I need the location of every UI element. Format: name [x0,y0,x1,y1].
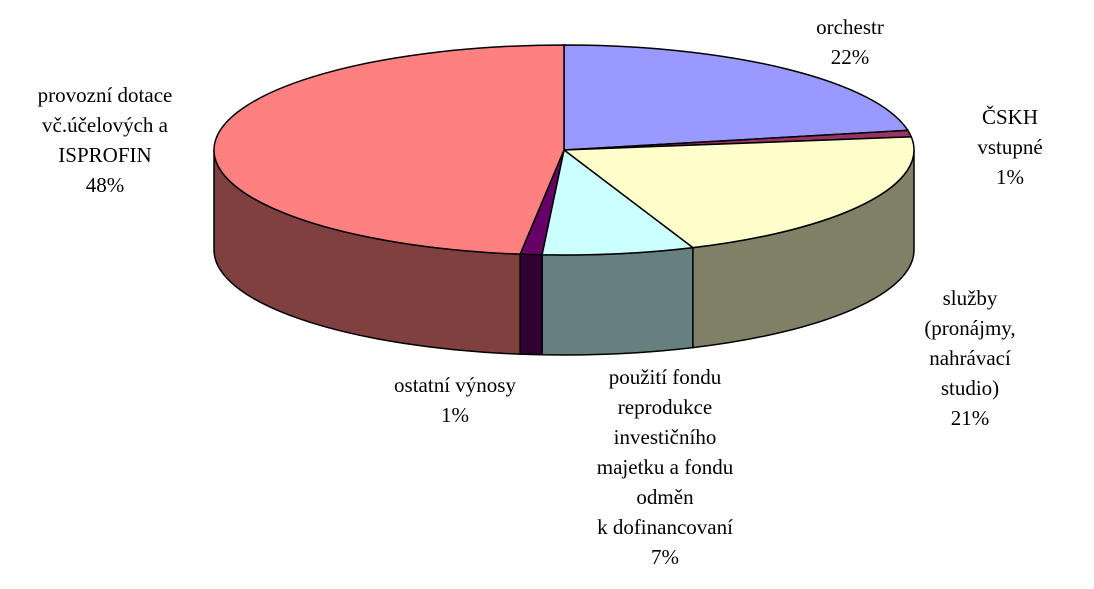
category-label: provozní dotace vč.účelových a ISPROFIN [37,83,173,167]
slice [213,44,565,255]
category-label: orchestr [816,15,884,39]
slice-side [519,253,543,356]
data-label: orchestr 22% [816,12,884,72]
value-label: 48% [85,173,125,197]
slice-side [541,246,694,356]
data-label: ostatní výnosy 1% [394,370,516,430]
category-label: použití fondu reprodukce investičního ma… [596,365,734,539]
value-label: 22% [830,45,870,69]
data-label: ČSKH vstupné 1% [968,102,1052,192]
category-label: ostatní výnosy [394,373,516,397]
data-label: použití fondu reprodukce investičního ma… [597,362,733,572]
data-label: služby (pronájmy, nahrávací studio) 21% [908,283,1032,433]
category-label: služby (pronájmy, nahrávací studio) [924,286,1016,400]
slice [563,44,910,151]
data-label: provozní dotace vč.účelových a ISPROFIN 4… [38,80,173,200]
value-label: 1% [440,403,469,427]
value-label: 7% [651,545,679,569]
value-label: 21% [950,406,990,430]
category-label: ČSKH vstupné [977,105,1043,159]
value-label: 1% [996,165,1024,189]
slice [561,136,915,249]
slice [541,148,695,256]
